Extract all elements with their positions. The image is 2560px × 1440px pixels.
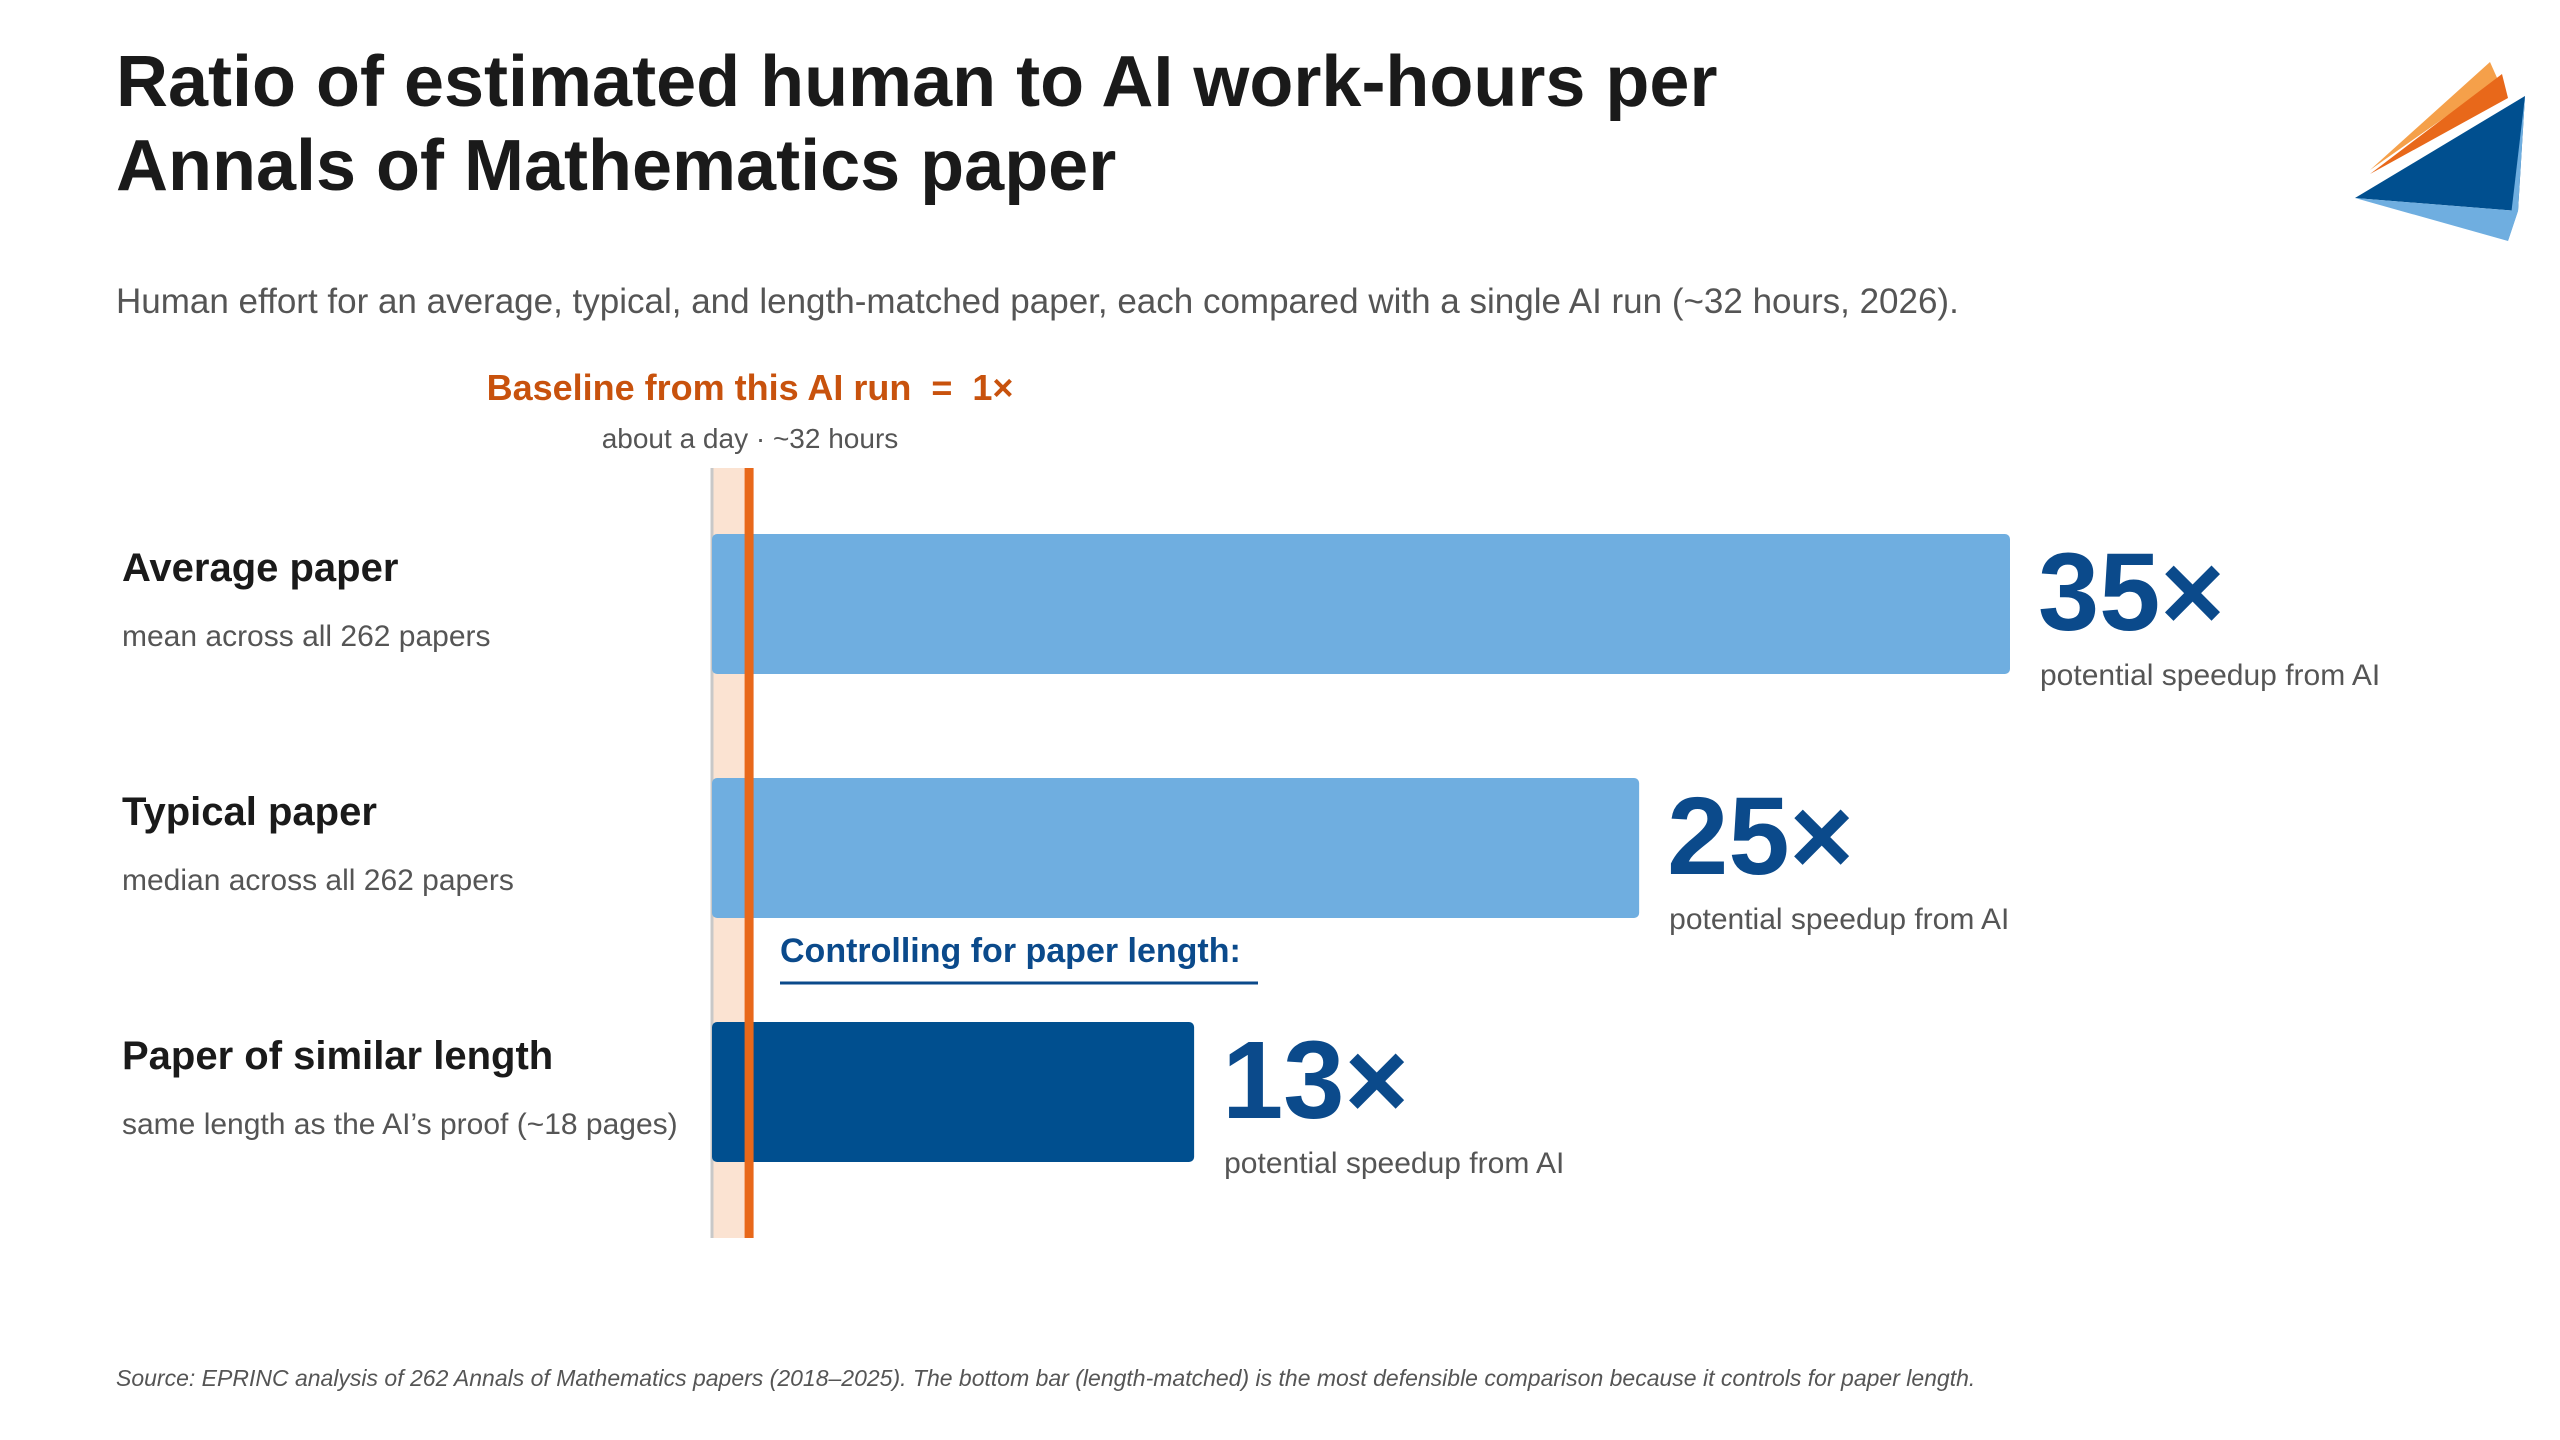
chart-title: Ratio of estimated human to AI work-hour… (116, 42, 1718, 206)
bar (712, 778, 1640, 918)
value-caption: potential speedup from AI (1669, 903, 2009, 936)
baseline-label: Baseline from this AI run = 1× (487, 367, 1014, 408)
category-note: median across all 262 papers (122, 864, 514, 897)
group-annotation-label: Controlling for paper length: (780, 932, 1241, 970)
chart-subtitle: Human effort for an average, typical, an… (116, 282, 1959, 321)
source-note: Source: EPRINC analysis of 262 Annals of… (116, 1365, 1976, 1391)
value-caption: potential speedup from AI (1224, 1147, 1564, 1180)
bar-chart: Average paper mean across all 262 papers 3… (122, 367, 2380, 1238)
baseline-sublabel: about a day · ~32 hours (602, 423, 899, 454)
bar-row-average-paper: Average paper mean across all 262 papers 3… (122, 531, 2380, 692)
value-caption: potential speedup from AI (2040, 659, 2380, 692)
group-annotation: Controlling for paper length: (780, 932, 1258, 985)
category-note: mean across all 262 papers (122, 620, 491, 653)
category-label: Average paper (122, 546, 398, 590)
category-note: same length as the AI’s proof (~18 pages… (122, 1108, 678, 1141)
value-label: 25× (1667, 775, 1854, 898)
bar-row-paper-of-similar-length: Paper of similar length same length as th… (122, 1019, 1564, 1180)
bar (712, 534, 2010, 674)
bar-row-typical-paper: Typical paper median across all 262 paper… (122, 775, 2009, 936)
value-label: 13× (1222, 1019, 1409, 1142)
paper-plane-logo-icon (2340, 58, 2550, 253)
bar (712, 1022, 1195, 1162)
value-label: 35× (2038, 531, 2225, 654)
category-label: Typical paper (122, 790, 377, 834)
category-label: Paper of similar length (122, 1034, 553, 1078)
